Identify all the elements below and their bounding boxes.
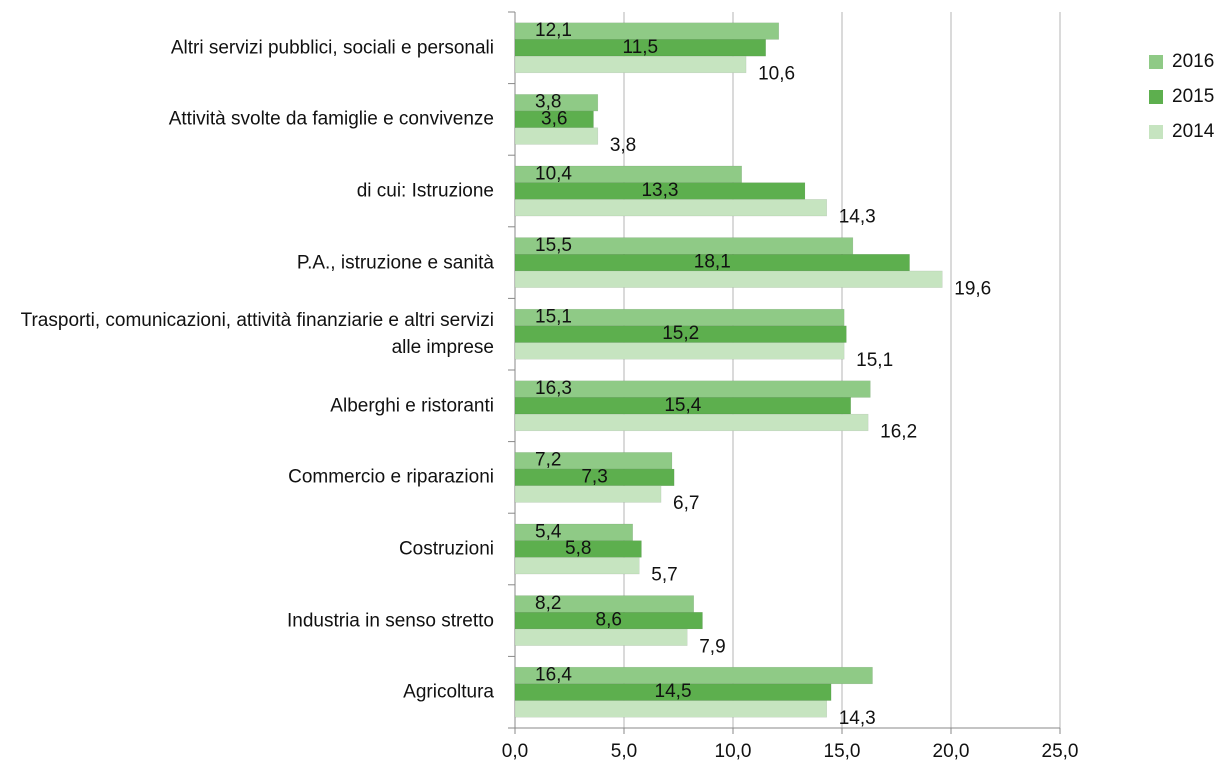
x-tick-label: 0,0 [502,741,528,762]
bar [514,55,747,74]
y-tick-label: Altri servizi pubblici, sociali e person… [170,37,494,59]
bar [514,628,688,646]
data-label: 5,7 [651,565,677,586]
legend-label: 2014 [1172,121,1214,142]
bar [514,700,827,718]
data-label: 7,9 [699,636,725,657]
data-label: 15,4 [664,395,701,416]
data-label: 8,6 [596,610,622,631]
bar [514,342,845,360]
data-label: 16,2 [880,421,917,442]
x-tick-label: 5,0 [611,741,637,762]
x-tick-label: 10,0 [715,741,752,762]
bar [514,199,827,217]
data-label: 15,1 [535,307,572,328]
data-label: 10,4 [535,163,572,184]
y-tick-label: Trasporti, comunicazioni, attività finan… [20,310,494,359]
y-tick-label: Attività svolte da famiglie e convivenze [168,108,494,130]
y-tick-label: Industria in senso stretto [287,610,494,632]
bar [514,557,640,575]
data-label: 16,4 [535,665,572,686]
legend-label: 2015 [1172,86,1214,107]
bar [514,413,869,432]
y-tick-label: Agricoltura [403,681,494,703]
data-label: 3,8 [535,92,561,113]
legend-swatch [1149,90,1163,104]
legend-label: 2016 [1172,51,1214,72]
y-tick-label: di cui: Istruzione [356,180,494,202]
data-label: 14,3 [839,708,876,729]
y-tick-label: Alberghi e ristoranti [330,395,494,417]
data-label: 6,7 [673,493,699,514]
data-label: 8,2 [535,593,561,614]
data-label: 5,8 [565,538,591,559]
data-label: 15,2 [662,323,699,344]
bar [514,127,599,145]
x-tick-label: 25,0 [1042,741,1079,762]
bar [514,485,662,503]
data-label: 15,5 [535,235,572,256]
y-tick-label: Commercio e riparazioni [288,466,494,488]
bar [514,270,943,288]
y-tick-label: P.A., istruzione e sanità [296,252,494,274]
data-label: 18,1 [694,252,731,273]
data-label: 3,6 [541,108,567,129]
data-label: 16,3 [535,378,572,399]
data-label: 3,8 [610,135,636,156]
data-label: 14,3 [839,207,876,228]
data-label: 11,5 [623,37,659,58]
data-label: 15,1 [856,350,893,371]
data-label: 19,6 [954,278,991,299]
x-tick-label: 15,0 [824,741,861,762]
data-label: 7,3 [581,466,607,487]
legend-swatch [1149,55,1163,69]
data-label: 12,1 [535,20,572,41]
y-tick-label: Costruzioni [398,538,494,560]
x-tick-label: 20,0 [933,741,970,762]
data-label: 10,6 [758,63,795,84]
data-label: 5,4 [535,521,562,542]
data-label: 14,5 [655,681,692,702]
data-label: 13,3 [641,180,678,201]
legend-swatch [1149,125,1163,139]
data-label: 7,2 [535,450,561,471]
